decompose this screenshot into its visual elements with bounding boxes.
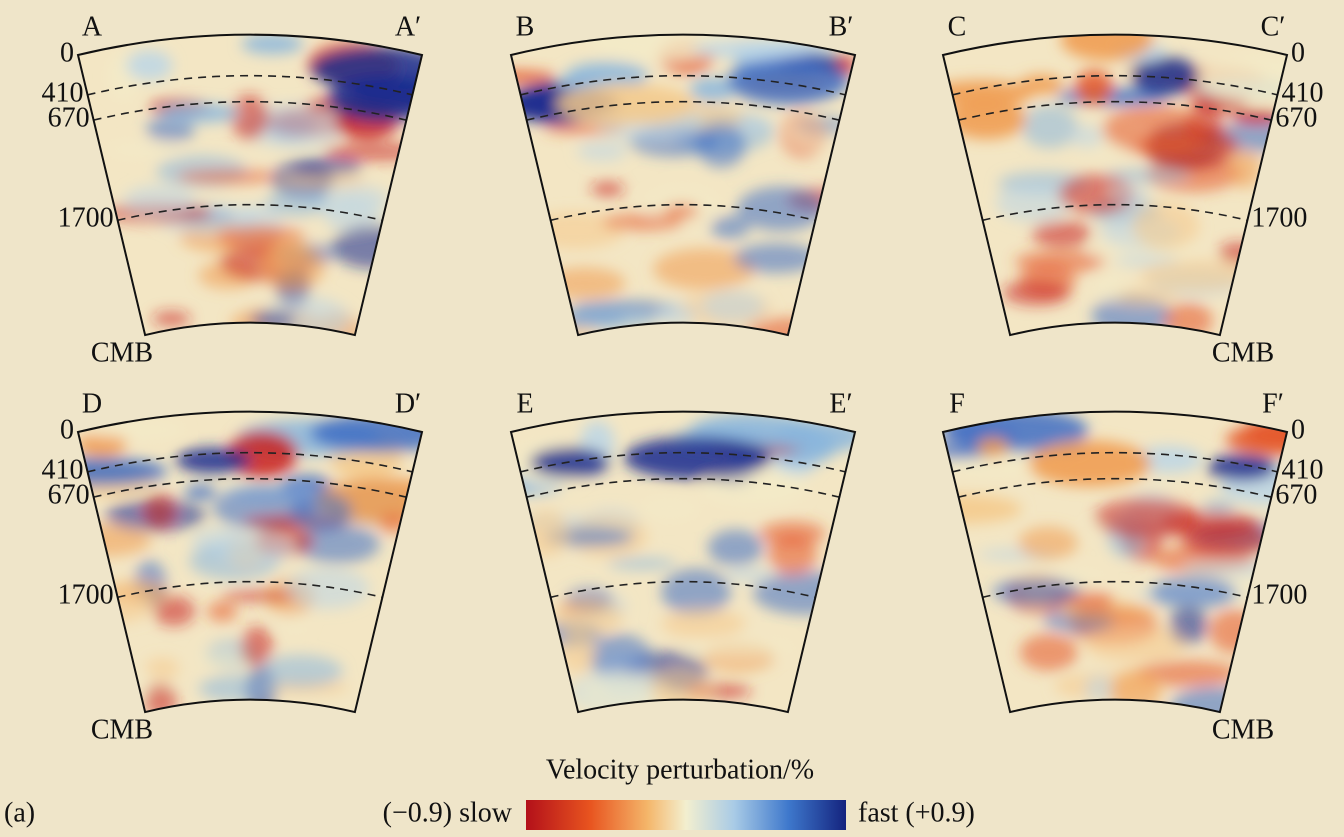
section-label: E (516, 388, 533, 419)
depth-label: 1700 (1251, 580, 1307, 611)
depth-label: 670 (1275, 480, 1317, 511)
depth-label: 670 (48, 103, 90, 134)
section-label: D′ (395, 388, 421, 419)
depth-label: 0 (60, 37, 74, 68)
depth-label: 1700 (58, 203, 114, 234)
depth-label: 0 (1291, 37, 1305, 68)
section-label: E′ (829, 388, 852, 419)
colorbar-title: Velocity perturbation/% (546, 754, 814, 785)
depth-label: CMB (91, 337, 153, 368)
depth-label: 0 (60, 414, 74, 445)
section-label: C (948, 11, 967, 42)
depth-label: CMB (91, 714, 153, 745)
section-label: F′ (1262, 388, 1284, 419)
depth-label: 1700 (1251, 203, 1307, 234)
section-label: D (82, 388, 102, 419)
section-label: F (949, 388, 965, 419)
colorbar-left-label: (−0.9) slow (383, 797, 513, 828)
figure-label: (a) (4, 797, 35, 828)
colorbar (526, 800, 846, 830)
section-label: A′ (395, 11, 421, 42)
section-label: C′ (1261, 11, 1286, 42)
depth-label: 1700 (58, 580, 114, 611)
depth-label: 0 (1291, 414, 1305, 445)
colorbar-right-label: fast (+0.9) (858, 797, 975, 828)
depth-label: 670 (1275, 103, 1317, 134)
section-label: B′ (829, 11, 854, 42)
section-label: B (516, 11, 535, 42)
depth-label: CMB (1212, 714, 1274, 745)
depth-label: 670 (48, 480, 90, 511)
depth-label: CMB (1212, 337, 1274, 368)
figure: Velocity perturbation/% (−0.9) slow fast… (0, 0, 1344, 837)
section-label: A (82, 11, 103, 42)
